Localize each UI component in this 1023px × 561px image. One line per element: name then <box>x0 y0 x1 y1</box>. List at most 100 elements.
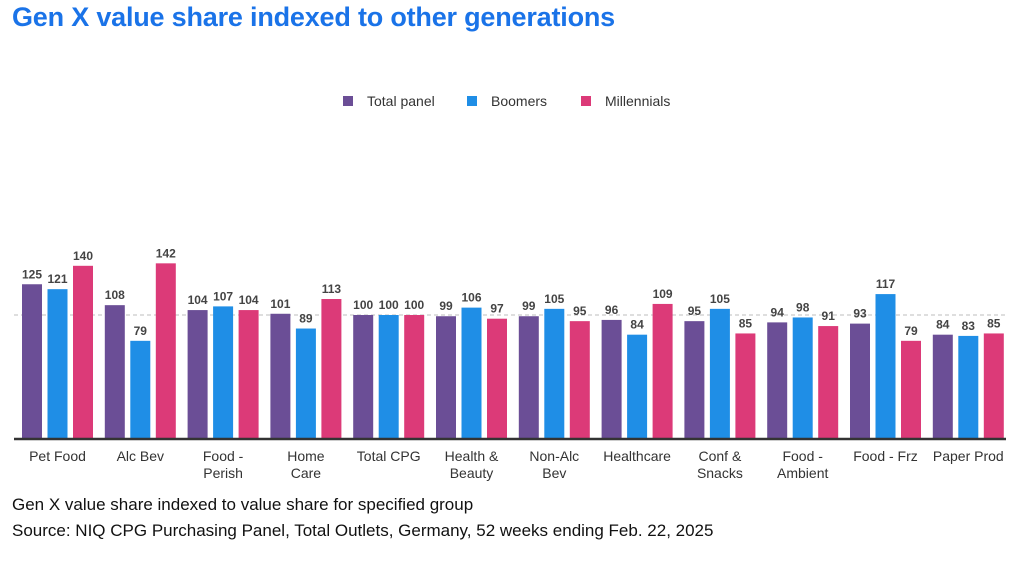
data-label: 100 <box>379 298 399 312</box>
bar <box>569 321 590 438</box>
bar <box>818 326 839 438</box>
bar <box>104 305 125 438</box>
x-tick-label: Food - <box>782 448 823 464</box>
data-label: 104 <box>188 293 208 307</box>
x-tick-label: Food - Frz <box>853 448 918 464</box>
bar <box>518 316 539 438</box>
bar <box>901 340 921 438</box>
data-label: 84 <box>630 318 644 332</box>
legend-swatch-boomers <box>467 96 477 106</box>
data-label: 109 <box>653 287 673 301</box>
data-label: 93 <box>853 307 867 321</box>
data-label: 105 <box>544 292 564 306</box>
bar <box>487 318 507 438</box>
data-label: 140 <box>73 249 93 263</box>
data-label: 89 <box>299 312 313 326</box>
data-label: 125 <box>22 267 42 281</box>
legend-label-millennials: Millennials <box>605 93 671 109</box>
data-label: 95 <box>688 304 702 318</box>
data-label: 94 <box>771 305 785 319</box>
data-label: 79 <box>134 324 148 338</box>
bar-chart: 125 121 140 Pet Food 108 79 142 Alc Bev 104 107 10… <box>14 246 1006 481</box>
bar <box>238 310 259 438</box>
data-label: 99 <box>522 299 536 313</box>
data-label: 100 <box>353 298 373 312</box>
bar <box>601 319 622 438</box>
data-label: 107 <box>213 289 233 303</box>
x-tick-label: Bev <box>542 465 566 481</box>
bar <box>767 322 788 438</box>
bar <box>213 306 234 438</box>
x-tick-label: Ambient <box>777 465 828 481</box>
bar <box>709 308 730 438</box>
data-label: 97 <box>490 302 504 316</box>
bar <box>73 265 93 438</box>
bar <box>47 289 68 438</box>
data-label: 98 <box>796 300 810 314</box>
bar <box>270 313 291 438</box>
bar <box>792 317 813 438</box>
data-label: 105 <box>710 292 730 306</box>
legend-swatch-total-panel <box>343 96 353 106</box>
legend-item-boomers: Boomers <box>467 93 547 109</box>
bar <box>544 308 565 438</box>
bar <box>627 334 648 438</box>
x-tick-label: Beauty <box>450 465 494 481</box>
bar <box>404 315 425 438</box>
footer-source: Source: NIQ CPG Purchasing Panel, Total … <box>12 521 714 540</box>
bar <box>850 323 870 438</box>
x-tick-label: Healthcare <box>603 448 671 464</box>
bar <box>875 294 896 438</box>
data-label: 113 <box>322 282 342 296</box>
x-tick-label: Home <box>287 448 325 464</box>
bar <box>461 307 482 438</box>
data-label: 96 <box>605 303 619 317</box>
bar <box>684 321 705 438</box>
x-tick-label: Perish <box>203 465 243 481</box>
bar <box>932 334 953 438</box>
bar <box>321 299 342 438</box>
legend-swatch-millennials <box>581 96 591 106</box>
bar <box>353 315 374 438</box>
chart-title: Gen X value share indexed to other gener… <box>12 2 615 32</box>
x-tick-label: Alc Bev <box>117 448 164 464</box>
data-label: 95 <box>573 304 587 318</box>
legend: Total panel Boomers Millennials <box>0 93 1023 115</box>
bar <box>22 284 42 438</box>
data-label: 91 <box>822 309 836 323</box>
data-label: 100 <box>404 298 424 312</box>
bar <box>735 333 756 438</box>
legend-label-total-panel: Total panel <box>367 93 435 109</box>
bar <box>187 310 208 438</box>
x-tick-label: Total CPG <box>357 448 421 464</box>
legend-item-millennials: Millennials <box>581 93 670 109</box>
bar <box>155 263 176 438</box>
legend-label-boomers: Boomers <box>491 93 548 109</box>
data-label: 85 <box>739 316 753 330</box>
bar <box>958 335 979 438</box>
x-tick-label: Conf & <box>698 448 741 464</box>
x-tick-label: Non-Alc <box>529 448 579 464</box>
data-label: 108 <box>105 288 125 302</box>
data-label: 106 <box>461 291 481 305</box>
data-label: 121 <box>47 272 67 286</box>
data-label: 85 <box>987 316 1001 330</box>
bar <box>983 333 1004 438</box>
bar <box>378 315 399 438</box>
bar <box>130 340 151 438</box>
footer-note: Gen X value share indexed to value share… <box>12 495 474 514</box>
data-label: 79 <box>904 324 918 338</box>
legend-item-total-panel: Total panel <box>343 93 435 109</box>
data-label: 83 <box>962 319 976 333</box>
data-label: 117 <box>876 277 896 291</box>
x-tick-label: Care <box>291 465 322 481</box>
x-tick-label: Health & <box>445 448 499 464</box>
x-tick-label: Pet Food <box>29 448 86 464</box>
data-label: 101 <box>270 297 290 311</box>
x-tick-label: Paper Prod <box>933 448 1004 464</box>
data-label: 142 <box>156 246 176 260</box>
x-tick-label: Snacks <box>697 465 743 481</box>
data-label: 99 <box>439 299 453 313</box>
bar <box>652 303 673 438</box>
x-tick-label: Food - <box>203 448 244 464</box>
